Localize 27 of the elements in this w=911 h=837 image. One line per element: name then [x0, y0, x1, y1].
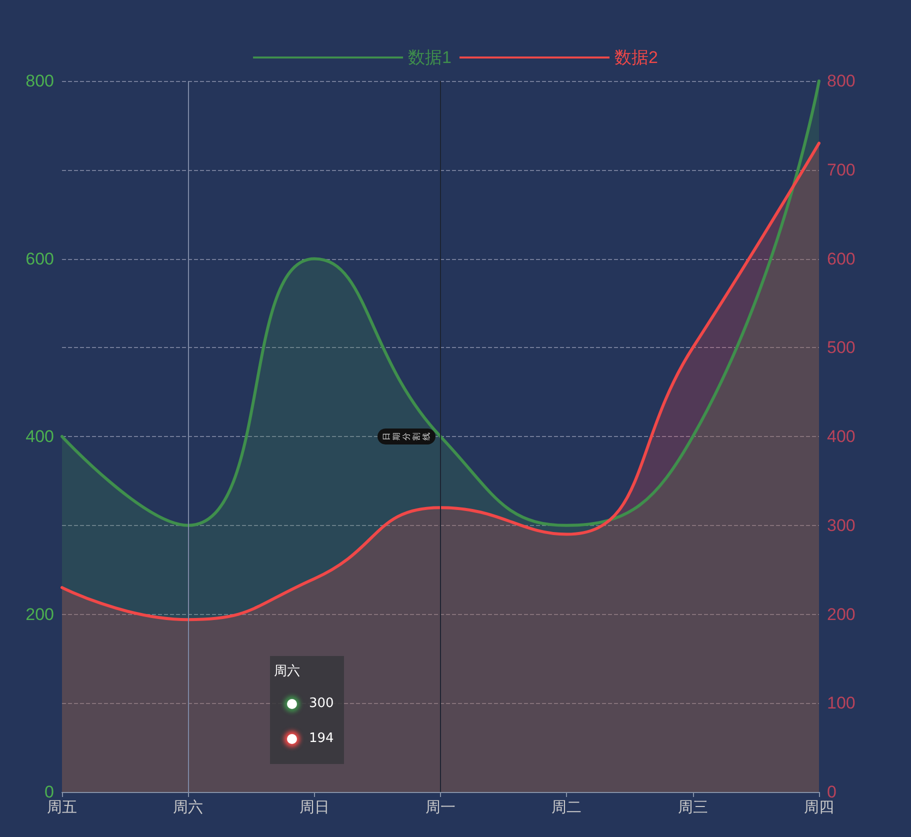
x-tick-label: 周四	[804, 799, 834, 816]
x-tick-label: 周三	[678, 799, 708, 816]
y2-tick-label: 400	[827, 427, 856, 446]
x-tick-label: 周六	[173, 799, 204, 816]
y-tick-label: 200	[26, 604, 54, 624]
annotation: 194	[309, 731, 334, 746]
text: 周六	[274, 664, 300, 679]
y-tick-label: 600	[26, 249, 54, 268]
y2-tick-label: 800	[827, 72, 856, 90]
x-tick-label: 周一	[426, 799, 456, 816]
y2-tick-label: 100	[827, 694, 856, 713]
y-tick-label: 800	[26, 72, 54, 90]
y2-tick-label: 0	[827, 782, 836, 802]
text: 数据1	[408, 48, 452, 67]
y2-tick-label: 600	[827, 249, 856, 268]
x-tick-label: 周五	[47, 799, 77, 816]
text: 数据2	[614, 48, 658, 67]
y-tick-label: 0	[44, 782, 54, 802]
x-tick-label: 周二	[552, 799, 582, 816]
annotation: 300	[309, 696, 334, 711]
x-tick-label: 周日	[299, 799, 330, 816]
y2-tick-label: 200	[827, 604, 856, 624]
ref-line-label: 日期分割线	[382, 432, 431, 440]
y2-tick-label: 500	[827, 338, 856, 358]
y2-tick-label: 300	[827, 516, 856, 535]
y-tick-label: 400	[26, 427, 54, 446]
y2-tick-label: 700	[827, 160, 856, 180]
